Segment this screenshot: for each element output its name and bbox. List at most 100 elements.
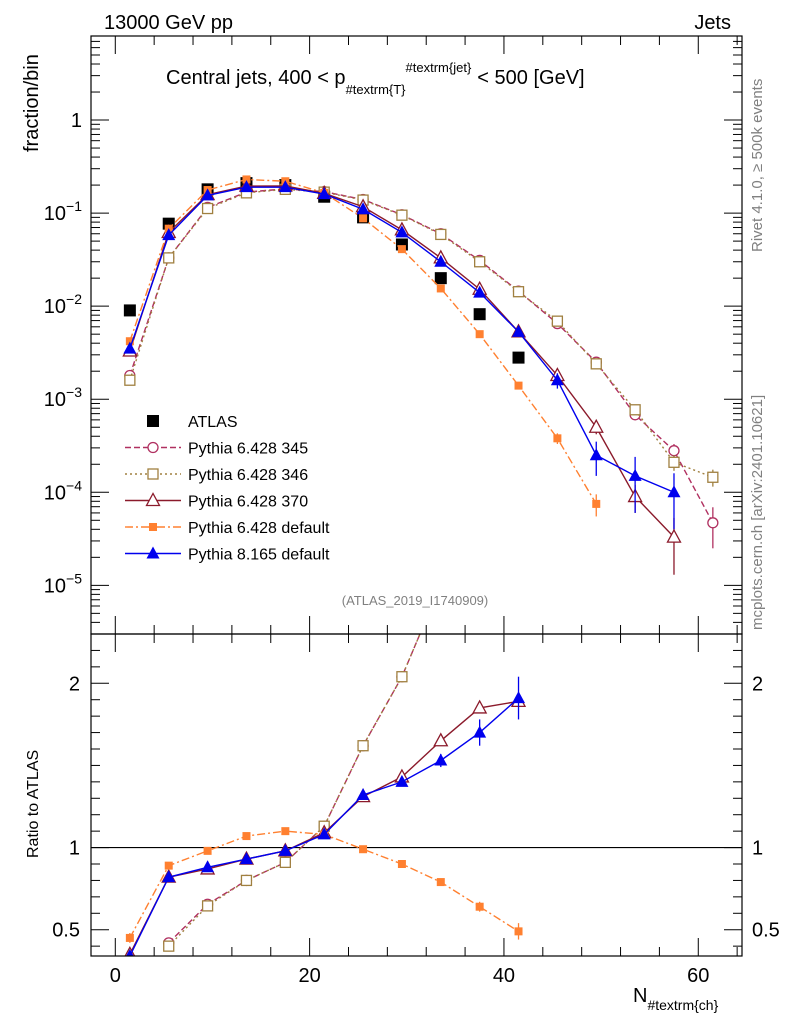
main-y-tick-label: 1 [71,110,82,132]
tick-label-exponent: −1 [66,198,82,214]
x-tick-label: 20 [298,965,320,987]
main-y-tick-label: 10−1 [44,198,82,225]
ratio-y-tick-label: 2 [69,673,80,695]
data-point [512,286,525,298]
ratio-series-group [124,580,527,956]
title-sup: #textrm{jet} [406,60,472,75]
data-point [395,774,409,787]
data-point [356,202,370,215]
series-pythia-6-428-370 [124,692,527,956]
ratio-axis-ticks: 0.5 0.51 12 20 20 40 60 [52,634,780,987]
data-point [201,860,215,873]
series-line [129,188,714,524]
data-point [317,187,331,200]
tick-label-base: 10 [44,203,66,225]
data-point [514,381,523,390]
x-axis-label: N#textrm{ch} [633,985,719,1013]
data-point [434,753,448,766]
data-point [435,228,447,241]
data-point [162,870,176,883]
data-point [707,517,719,529]
data-point [628,468,642,481]
data-point [123,341,137,354]
main-y-tick-label: 10−2 [44,291,82,318]
main-y-tick-label: 10−4 [44,477,82,504]
data-point [359,845,368,854]
x-tick-label: 40 [493,965,515,987]
data-point [239,180,253,193]
legend-label: Pythia 6.428 346 [188,467,308,484]
data-point [162,228,176,241]
data-point [592,499,601,508]
data-point [201,202,214,215]
series-pythia-6-428-default [125,827,523,943]
data-point [589,448,603,461]
data-point [590,358,602,370]
legend-item-pythia-6-428-370: Pythia 6.428 370 [125,492,308,511]
data-point [512,324,526,337]
data-point [553,434,562,443]
tick-label-base: 10 [44,482,66,504]
data-point [474,256,486,268]
tick-label-exponent: −2 [66,291,82,307]
legend: ATLAS Pythia 6.428 345 Pythia 6.428 346 Pyt… [125,414,330,564]
data-point [436,580,446,590]
data-point [512,691,526,704]
legend-label: Pythia 6.428 345 [188,441,308,458]
data-point [396,209,408,221]
data-point [397,245,406,254]
main-axis-ticks: 110−110−210−310−410−5 [44,35,742,635]
ratio-y-tick-label-right: 2 [752,673,763,695]
data-point [201,900,214,912]
data-point [239,852,253,865]
data-point [359,214,368,223]
legend-marker [149,523,157,531]
data-point [201,188,215,201]
data-point [281,827,290,836]
title-sub: #textrm{T} [346,82,407,97]
data-point [357,740,369,752]
title-post: < 500 [GeV] [477,67,584,89]
tick-label-base: 10 [44,389,66,411]
data-point [666,528,682,543]
ratio-plot-frame [90,633,743,957]
data-point [242,175,251,184]
data-point [203,846,212,855]
data-point [126,949,134,956]
chart-title: Central jets, 400 < p#textrm{T} #textrm{j… [166,60,585,97]
data-point [436,580,446,590]
legend-marker [147,441,159,454]
legend-item-pythia-8-165-default: Pythia 8.165 default [125,546,330,564]
data-point [473,308,486,321]
main-y-tick-label: 10−3 [44,384,82,411]
x-tick-label: 60 [687,965,709,987]
legend-marker [147,415,159,427]
data-point [475,330,484,339]
data-point [551,315,564,327]
legend-item-pythia-6-428-default: Pythia 6.428 default [125,520,330,537]
data-point [164,861,173,870]
data-point [475,902,484,911]
tick-label-exponent: −5 [66,570,82,586]
tick-label-exponent: −4 [66,477,82,493]
header-process-label: Jets [694,12,731,34]
legend-label: ATLAS [188,414,238,431]
data-point [123,304,136,317]
tick-label-base: 10 [44,296,66,318]
data-point [240,874,253,887]
data-point [707,471,719,483]
data-point [395,225,409,238]
data-point [396,671,408,683]
main-series-group [122,175,719,575]
legend-marker [147,468,159,480]
data-point [550,373,564,386]
legend-label: Pythia 6.428 370 [188,494,308,511]
data-point [163,252,175,264]
data-point [668,445,680,457]
data-point [473,285,487,298]
legend-label: Pythia 6.428 default [188,520,330,537]
data-point [588,418,604,433]
series-atlas [123,177,525,364]
data-point [356,788,370,800]
